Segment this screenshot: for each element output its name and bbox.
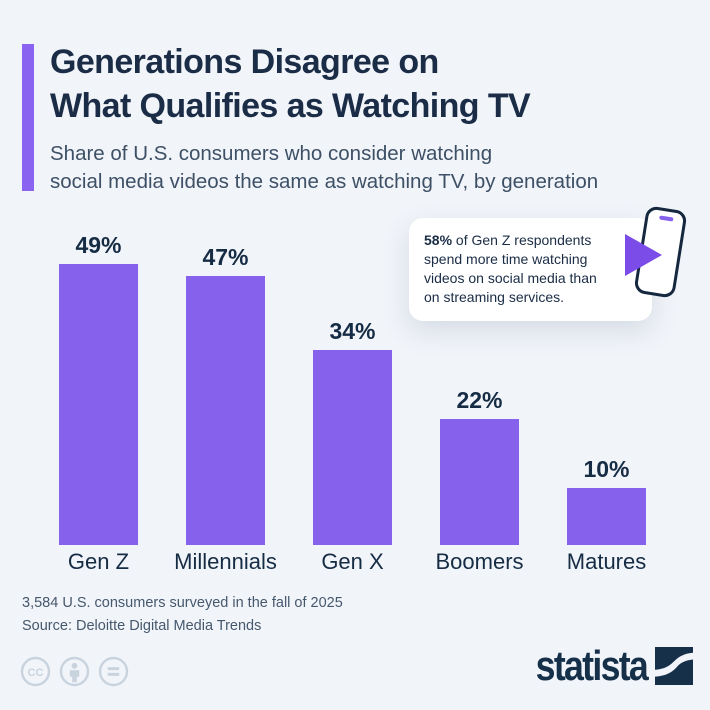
bar-gen-z [59, 264, 138, 545]
bar-value-label: 34% [329, 318, 376, 344]
subtitle-line-2: social media videos the same as watching… [50, 170, 599, 193]
bar-group-boomers: 22% Boomers [435, 230, 523, 574]
cc-icon[interactable]: CC [20, 656, 51, 687]
source-note: Source: Deloitte Digital Media Trends [22, 618, 262, 634]
bar-category-label: Gen X [321, 549, 384, 574]
title-accent-bar [22, 44, 34, 191]
bar-chart: 49% Gen Z 47% Millennials 34% Gen X 22% … [59, 230, 646, 574]
license-icons: CC [20, 656, 129, 687]
bar-category-label: Millennials [174, 549, 277, 574]
bar-value-label: 49% [75, 232, 122, 258]
bar-value-label: 47% [202, 244, 249, 270]
statista-swoosh-icon [655, 647, 693, 685]
title-line-2: What Qualifies as Watching TV [50, 87, 531, 125]
attribution-person-icon[interactable] [59, 656, 90, 687]
play-triangle-icon [625, 234, 662, 276]
survey-note: 3,584 U.S. consumers surveyed in the fal… [22, 595, 343, 611]
highlight-callout-card: 58% of Gen Z respondents spend more time… [409, 218, 652, 321]
bar-gen-x [313, 350, 392, 545]
bar-category-label: Matures [566, 549, 647, 574]
subtitle-line-1: Share of U.S. consumers who consider wat… [50, 142, 493, 165]
callout-text-line-1: of Gen Z respondents [452, 232, 592, 248]
equals-icon[interactable] [98, 656, 129, 687]
bar-group-matures: 10% Matures [567, 230, 646, 574]
page-title: Generations Disagree on What Qualifies a… [50, 40, 531, 128]
bar-group-millennials: 47% Millennials [174, 230, 277, 574]
statista-wordmark: statista [535, 642, 649, 689]
bar-matures [567, 488, 646, 545]
chart-footnote: 3,584 U.S. consumers surveyed in the fal… [22, 592, 343, 638]
bar-group-gen-z: 49% Gen Z [59, 230, 138, 574]
callout-highlight-value: 58% [424, 232, 453, 248]
bar-boomers [440, 419, 519, 545]
title-line-1: Generations Disagree on [50, 43, 439, 81]
bar-category-label: Boomers [435, 549, 524, 574]
bar-category-label: Gen Z [67, 549, 130, 574]
statista-logo[interactable]: statista [516, 644, 693, 688]
callout-text-line-4: on streaming services. [424, 289, 565, 305]
chart-subtitle: Share of U.S. consumers who consider wat… [50, 140, 598, 196]
svg-text:CC: CC [28, 667, 44, 679]
bar-value-label: 10% [583, 456, 630, 482]
bar-millennials [186, 276, 265, 545]
bar-value-label: 22% [456, 387, 503, 413]
bar-group-gen-x: 34% Gen X [313, 230, 392, 574]
callout-text-line-3: videos on social media than [424, 270, 597, 286]
smartphone-notch [658, 215, 674, 222]
callout-text-line-2: spend more time watching [424, 251, 588, 267]
